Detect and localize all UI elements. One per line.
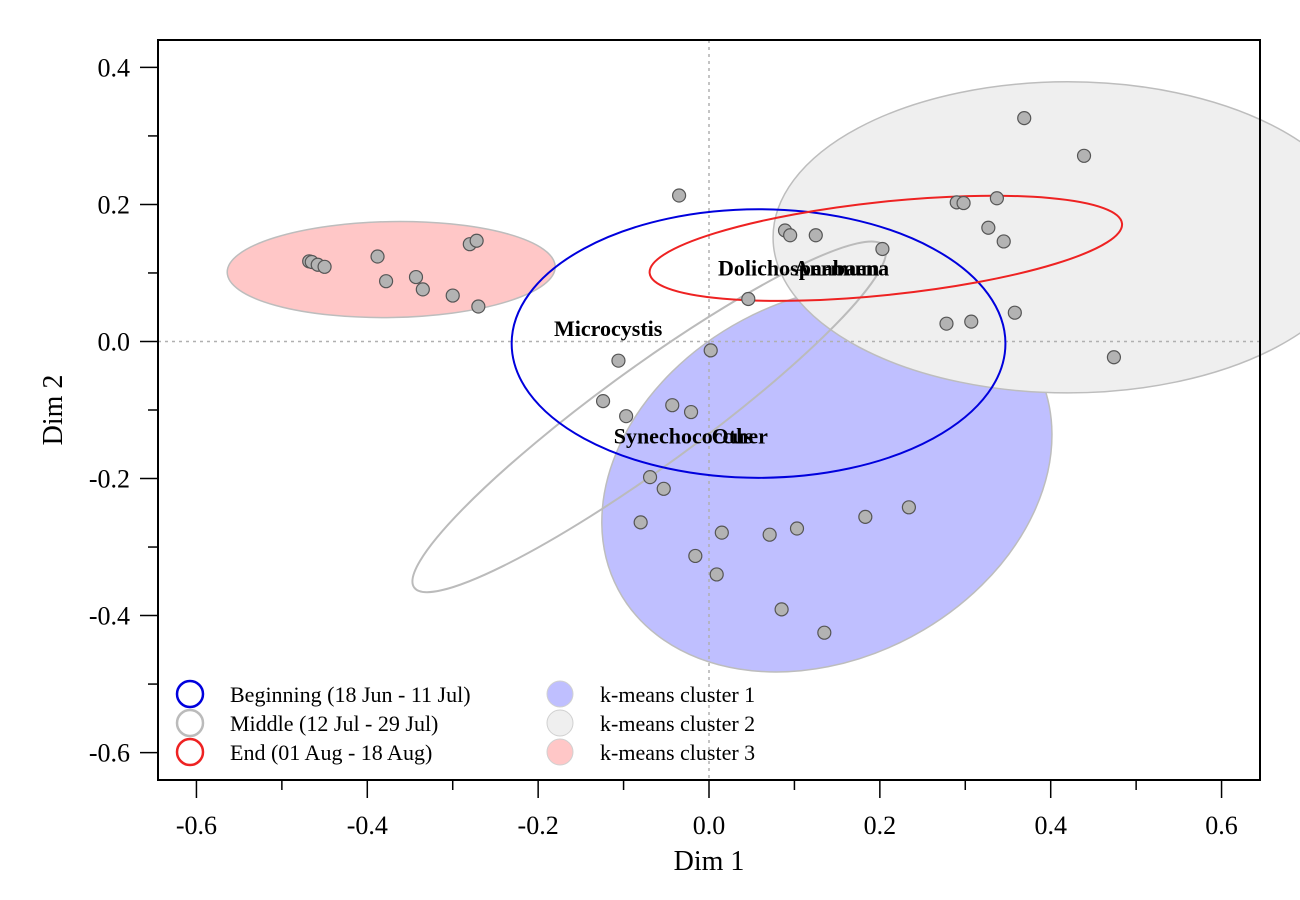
legend-symbol: [546, 738, 574, 766]
legend-symbol: [175, 737, 205, 767]
data-point: [964, 314, 979, 329]
legend-label: k-means cluster 1: [600, 682, 755, 707]
data-point: [642, 470, 658, 485]
y-axis-title: Dim 2: [38, 375, 69, 446]
data-point: [633, 515, 648, 530]
data-point: [1076, 148, 1092, 163]
y-tick-label: -0.6: [89, 739, 130, 768]
data-point: [688, 548, 703, 564]
data-point: [672, 188, 687, 203]
legend-symbol: [175, 708, 205, 738]
data-point: [665, 398, 680, 413]
y-tick-label: -0.2: [89, 465, 130, 494]
data-point: [378, 274, 394, 289]
variable-label: Anabaena: [794, 255, 889, 280]
x-tick-label: -0.4: [347, 811, 388, 840]
axes: -0.6 -0.4 -0.2 0.0 0.2 0.4 0.6 -0.6 -0.4 -0.2 0.0 0…: [89, 53, 1238, 840]
period-ellipse-5: [510, 208, 1007, 479]
data-point: [317, 259, 332, 274]
period-ellipse-6: [648, 194, 1124, 302]
legend-symbol: [546, 680, 574, 708]
legend-label: End (01 Aug - 18 Aug): [230, 740, 432, 765]
y-tick-label: 0.2: [98, 190, 131, 219]
data-points: [302, 111, 1122, 640]
data-point: [709, 567, 724, 582]
cluster-ellipse-2: [772, 81, 1300, 394]
data-point: [939, 316, 954, 331]
y-tick-label: -0.4: [89, 602, 130, 631]
data-point: [1017, 111, 1032, 126]
data-point: [1007, 305, 1022, 320]
data-point: [783, 228, 798, 243]
data-point: [981, 220, 996, 235]
variable-label: Other: [712, 423, 768, 448]
data-point: [956, 195, 971, 211]
y-tick-label: 0.0: [98, 327, 131, 356]
data-point: [703, 343, 718, 358]
data-point: [808, 228, 823, 243]
data-point: [415, 282, 430, 297]
data-point: [445, 288, 460, 303]
legend-label: k-means cluster 3: [600, 740, 755, 765]
x-axis-title: Dim 1: [674, 846, 745, 877]
variable-label: Microcystis: [554, 316, 663, 341]
x-tick-label: 0.6: [1205, 811, 1238, 840]
data-point: [762, 527, 777, 542]
x-tick-label: -0.2: [518, 811, 559, 840]
data-point: [875, 241, 890, 257]
variable-label: Synechococcus: [614, 423, 754, 448]
legend-symbol: [175, 679, 205, 709]
data-point: [611, 353, 626, 368]
x-tick-label: 0.0: [693, 811, 726, 840]
legend-label: k-means cluster 2: [600, 711, 755, 736]
data-point: [469, 233, 484, 248]
data-point: [901, 500, 916, 515]
data-point: [683, 404, 699, 420]
x-tick-label: 0.2: [864, 811, 897, 840]
reference-lines: [158, 40, 1260, 780]
x-tick-label: 0.4: [1034, 811, 1067, 840]
data-point: [619, 409, 634, 424]
data-point: [408, 269, 424, 285]
data-point: [774, 602, 789, 617]
data-point: [656, 481, 671, 496]
data-point: [471, 299, 486, 314]
data-point: [714, 525, 729, 540]
data-point: [789, 521, 805, 536]
x-tick-label: -0.6: [176, 811, 217, 840]
data-point: [1106, 350, 1122, 365]
data-point: [858, 509, 873, 524]
legend-label: Middle (12 Jul - 29 Jul): [230, 711, 438, 736]
legend-symbol: [546, 709, 574, 737]
data-point: [989, 191, 1004, 206]
variable-label: Dolichospermum: [718, 255, 879, 280]
data-point: [996, 234, 1011, 249]
data-point: [817, 625, 832, 640]
data-point: [595, 393, 611, 409]
legend-label: Beginning (18 Jun - 11 Jul): [230, 682, 471, 707]
legend: Beginning (18 Jun - 11 Jul) Middle (12 Ju…: [175, 679, 755, 767]
y-tick-label: 0.4: [98, 53, 131, 82]
data-point: [741, 291, 756, 307]
data-point: [370, 249, 385, 264]
